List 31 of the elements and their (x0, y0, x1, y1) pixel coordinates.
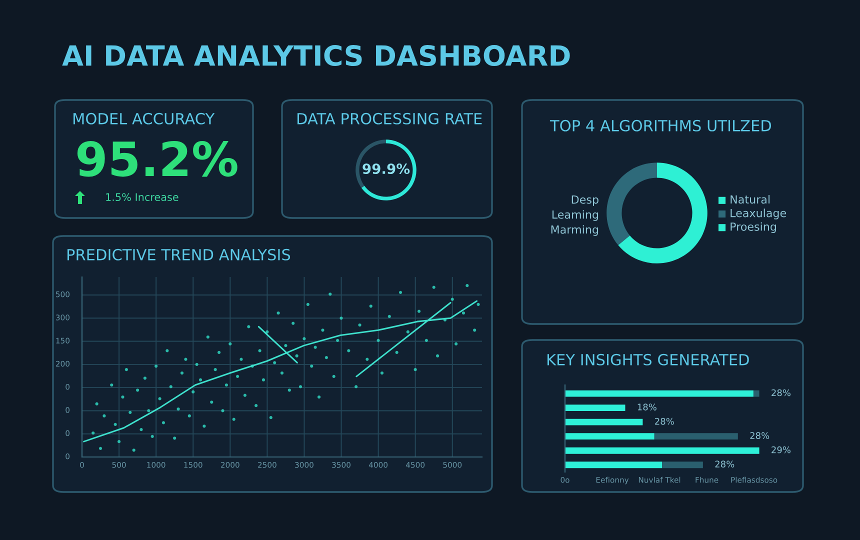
bar (753, 390, 760, 397)
text: 28% (772, 389, 791, 396)
text: 99.9% (362, 164, 410, 174)
annotation: 18% (638, 404, 656, 410)
text: Natural (730, 195, 770, 204)
text: 1.5% Increase (106, 193, 178, 202)
chart-title: KEY INSIGHTS GENERATED (548, 354, 749, 366)
annotation: 28% (715, 460, 734, 468)
donut-slice (618, 162, 708, 264)
slice-label: Desp Leaming Marming (551, 196, 598, 236)
chart-title: TOP 4 ALGORITHMS UTILZED (550, 120, 772, 132)
annotation: 28% (655, 418, 674, 425)
bar (662, 462, 703, 468)
donut-slice (606, 162, 657, 246)
bar (565, 418, 643, 426)
text: MODEL ACCURACY (74, 112, 215, 124)
bar (654, 433, 738, 440)
bar (565, 390, 754, 397)
text: 29% (772, 446, 791, 454)
text: Leaxulage (730, 208, 786, 220)
bar (565, 404, 626, 412)
chart-title: DATA PROCESSING RATE (298, 112, 482, 124)
bar (565, 462, 662, 468)
text: Proesing (730, 222, 776, 233)
text: AI DATA ANALYTICS DASHBOARD (62, 45, 570, 66)
chart-title: PREDICTIVE TREND ANALYSIS (68, 248, 290, 260)
text: 95.2% (77, 140, 238, 177)
bar (565, 433, 654, 440)
donut-slice (361, 140, 416, 200)
annotation: 28% (750, 432, 770, 439)
bar (565, 447, 760, 454)
